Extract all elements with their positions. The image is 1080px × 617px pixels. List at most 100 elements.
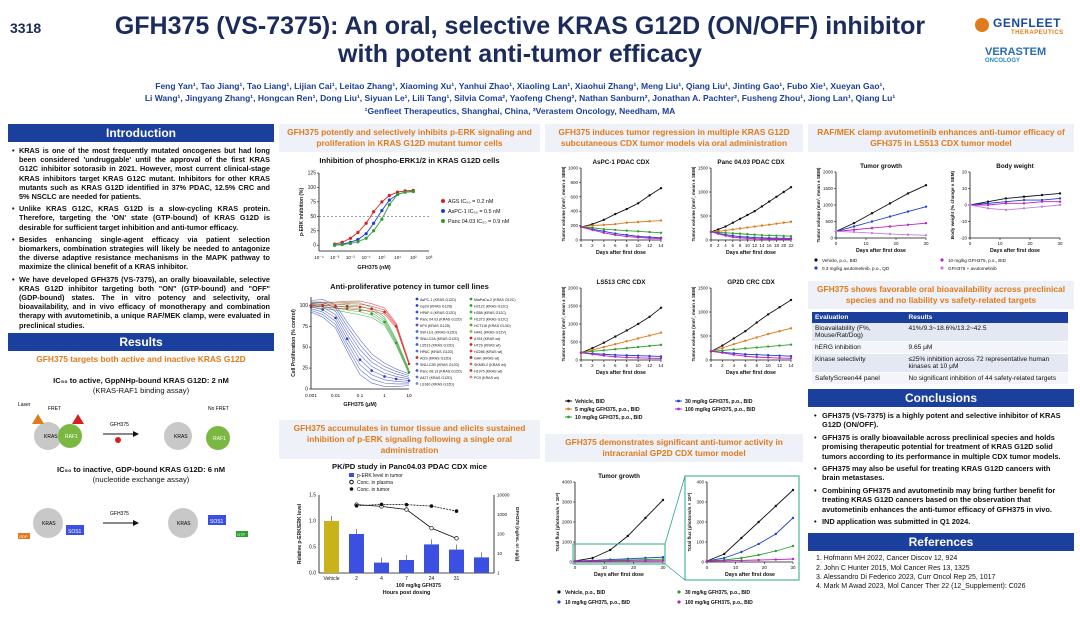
y2-axis-label: GFH375 (ng/mL or ng/g)	[514, 507, 520, 562]
data-point	[383, 311, 386, 314]
y-axis-label: Tumor volume (mm³, mean ± SEM)	[816, 167, 821, 242]
legend-label: HPAC (KRAS G12D)	[420, 350, 453, 354]
conclusion-bullet: GFH375 (VS-7375) is a highly potent and …	[814, 411, 1068, 430]
legend-marker	[416, 382, 419, 385]
x-tick-label: 10³	[426, 255, 433, 260]
data-point	[740, 537, 742, 539]
x-axis-label: Days after first dose	[726, 250, 776, 256]
legend-label: H2122 (KRAS G12C)	[474, 305, 508, 309]
intro-bullet: Unlike KRAS G12C, KRAS G12D is a slow-cy…	[12, 204, 270, 232]
data-point	[603, 219, 605, 221]
data-point	[648, 345, 650, 347]
legend-marker	[470, 350, 473, 353]
data-point	[790, 186, 792, 188]
y-tick-label: -10	[960, 219, 967, 224]
data-point	[775, 222, 777, 224]
legend-marker	[814, 266, 817, 269]
y-tick-label: 50	[310, 214, 316, 220]
data-point	[408, 371, 411, 374]
data-point	[744, 330, 746, 332]
x-tick-label: 10²	[410, 255, 417, 260]
legend-label: LS513 (KRAS G12D)	[420, 344, 454, 348]
legend-label: AsPC-1 (KRAS G12D)	[420, 298, 456, 302]
y-tick-label: 200	[696, 520, 704, 525]
legend-label: H358 (KRAS G12C)	[474, 311, 506, 315]
table-header-results: Results	[905, 312, 1068, 323]
y-axis-label: Total flux (photons/s × 10⁸)	[687, 492, 692, 551]
reference-item: 1. Hofmann MH 2022, Cancer Discov 12, 92…	[816, 554, 1066, 563]
x-tick-label: 6	[614, 243, 617, 248]
data-point	[660, 232, 662, 234]
pkpd-chart-title: PK/PD study in Panc04.03 PDAC CDX mice	[279, 462, 540, 471]
laser-label: Laser	[18, 402, 31, 408]
data-point	[614, 343, 616, 345]
data-point	[710, 231, 712, 233]
prolif-chart-title: Anti-proliferative potency in tumor cell…	[279, 282, 540, 291]
chart-title: Panc 04.03 PDAC CDX	[717, 159, 785, 166]
y-tick-label: 2000	[823, 170, 834, 175]
data-point	[783, 191, 785, 193]
legend-marker	[567, 416, 570, 419]
data-point	[637, 354, 639, 356]
data-point	[603, 228, 605, 230]
data-point	[792, 545, 794, 547]
x-axis-label: Days after first dose	[856, 248, 906, 254]
y-tick-label: 500	[700, 214, 708, 219]
x-tick-label: 10⁻²	[346, 255, 356, 260]
data-point	[1041, 194, 1043, 196]
y2-tick-label: 1	[497, 571, 500, 576]
data-point	[775, 505, 777, 507]
x-tick-label: 4	[603, 363, 606, 368]
legend-label: Panc 04.03 IC₅₀ = 0.9 nM	[448, 219, 510, 225]
data-point	[383, 375, 386, 378]
data-point	[648, 316, 650, 318]
data-point	[767, 333, 769, 335]
data-point	[644, 560, 646, 562]
y-tick-label: 0.0	[309, 571, 316, 577]
raf1-label: RAF1	[65, 434, 78, 440]
data-point	[627, 535, 629, 537]
series-line	[335, 191, 414, 245]
series-line	[311, 310, 409, 384]
legend-marker	[416, 330, 419, 333]
zoom-connector	[665, 476, 685, 544]
data-point	[637, 221, 639, 223]
y-tick-label: 200	[570, 223, 578, 228]
genfleet-logo: GENFLEET THERAPEUTICS	[975, 16, 1064, 36]
y-tick-label: 500	[570, 340, 578, 345]
series-line	[711, 187, 791, 232]
y-tick-label: 0	[964, 203, 967, 208]
data-point	[370, 307, 373, 310]
data-point	[365, 237, 368, 240]
data-point	[395, 378, 398, 381]
data-point	[1059, 197, 1061, 199]
data-point	[626, 222, 628, 224]
x-tick-label: 0	[580, 243, 583, 248]
data-point	[778, 357, 780, 359]
data-point	[753, 225, 755, 227]
tumor-point	[355, 504, 359, 508]
data-point	[359, 306, 362, 309]
data-point	[889, 215, 891, 217]
data-point	[648, 334, 650, 336]
legend-label: Conc. in tumor	[357, 487, 390, 493]
data-point	[767, 354, 769, 356]
data-point	[626, 340, 628, 342]
data-point	[792, 489, 794, 491]
x-tick-label: 0	[710, 363, 713, 368]
data-point	[853, 225, 855, 227]
legend-label: Panc 08.13 (KRAS G12D)	[420, 370, 462, 374]
legend-marker	[441, 219, 445, 223]
data-point	[756, 356, 758, 358]
y-tick-label: 50	[302, 345, 308, 351]
legend-marker	[814, 258, 817, 261]
data-point	[333, 244, 336, 247]
legend-label: SNU-C2A (KRAS G12D)	[420, 337, 459, 341]
data-point	[757, 543, 759, 545]
data-point	[660, 237, 662, 239]
y-axis-label: Cell Proliferation (% control)	[291, 309, 297, 377]
data-point	[889, 202, 891, 204]
